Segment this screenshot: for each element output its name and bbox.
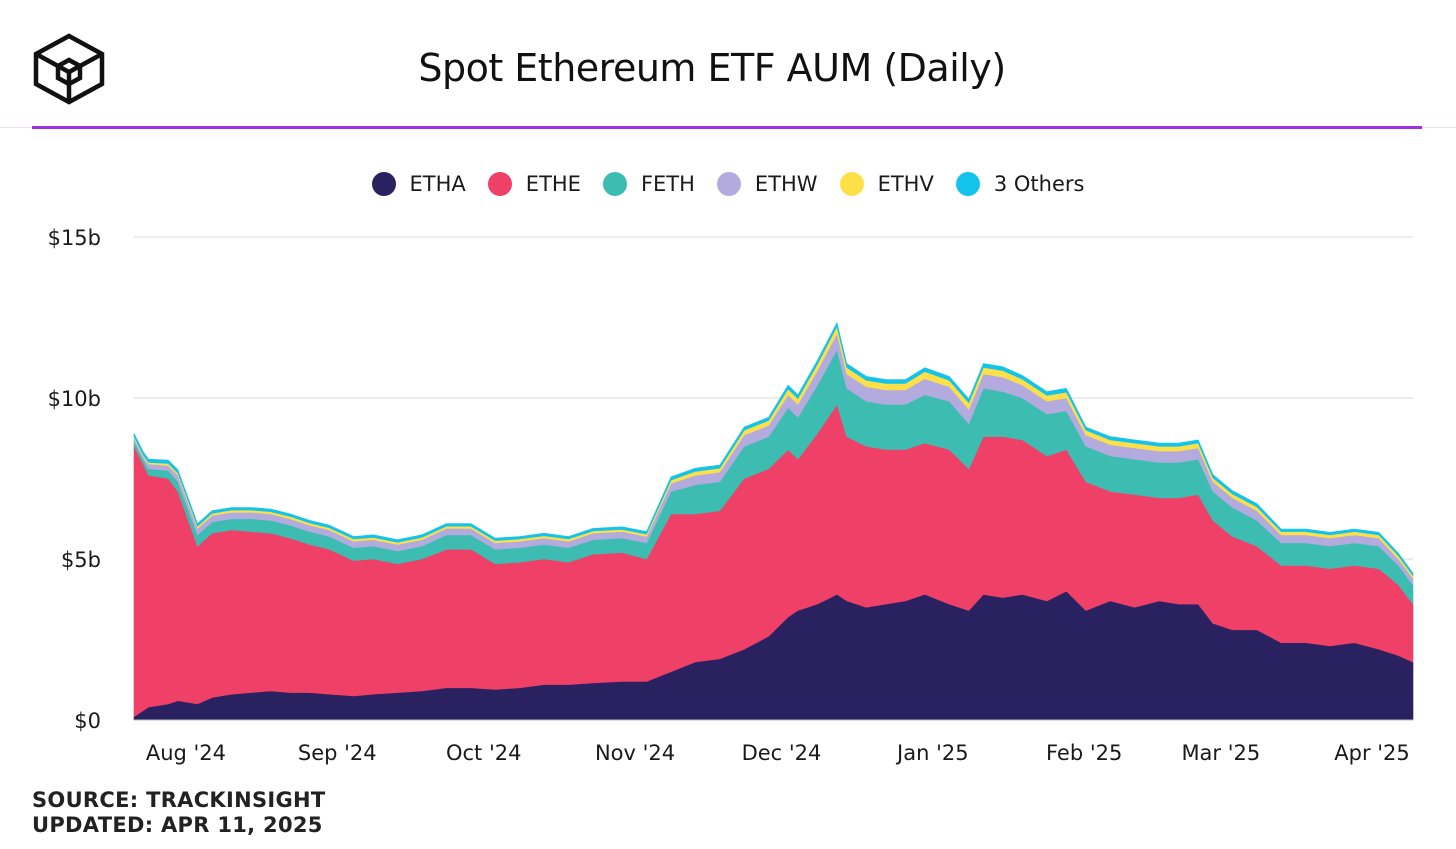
x-tick-label: Oct '24 <box>446 741 521 765</box>
cube-logo-icon <box>33 33 105 105</box>
legend-label: FETH <box>640 172 695 196</box>
legend-swatch <box>839 172 864 196</box>
source-label: SOURCE: TRACKINSIGHT <box>32 788 326 812</box>
updated-label: UPDATED: APR 11, 2025 <box>32 813 323 837</box>
x-tick-label: Feb '25 <box>1046 741 1122 765</box>
legend-label: 3 Others <box>993 172 1085 196</box>
y-tick-label: $5b <box>61 548 101 572</box>
legend-label: ETHV <box>877 172 934 196</box>
legend-swatch <box>602 172 627 196</box>
source-note: SOURCE: TRACKINSIGHT UPDATED: APR 11, 20… <box>32 788 326 838</box>
x-tick-label: Dec '24 <box>742 741 822 765</box>
area-series-3-others <box>133 321 1414 577</box>
y-tick-label: $0 <box>74 709 101 733</box>
x-tick-label: Apr '25 <box>1334 741 1410 765</box>
legend-swatch <box>716 172 741 196</box>
y-tick-label: $10b <box>48 387 101 411</box>
legend-item-etha[interactable]: ETHA <box>371 172 466 196</box>
chart-legend: ETHA ETHE FETH ETHW ETHV 3 Others <box>0 172 1456 196</box>
x-tick-label: Jan '25 <box>895 741 969 765</box>
x-tick-label: Sep '24 <box>298 741 377 765</box>
legend-label: ETHA <box>409 172 466 196</box>
legend-item-3-others[interactable]: 3 Others <box>955 172 1085 196</box>
legend-label: ETHW <box>754 172 818 196</box>
legend-item-feth[interactable]: FETH <box>602 172 695 196</box>
legend-swatch <box>955 172 980 196</box>
x-tick-label: Aug '24 <box>146 741 226 765</box>
y-tick-label: $15b <box>48 226 101 250</box>
accent-divider <box>32 126 1422 129</box>
legend-item-ethw[interactable]: ETHW <box>716 172 818 196</box>
x-tick-label: Nov '24 <box>595 741 675 765</box>
legend-swatch <box>487 172 512 196</box>
chart-title: Spot Ethereum ETF AUM (Daily) <box>418 46 1006 90</box>
legend-label: ETHE <box>525 172 581 196</box>
legend-item-ethv[interactable]: ETHV <box>839 172 934 196</box>
legend-item-ethe[interactable]: ETHE <box>487 172 581 196</box>
x-tick-label: Mar '25 <box>1181 741 1260 765</box>
legend-swatch <box>371 172 396 196</box>
